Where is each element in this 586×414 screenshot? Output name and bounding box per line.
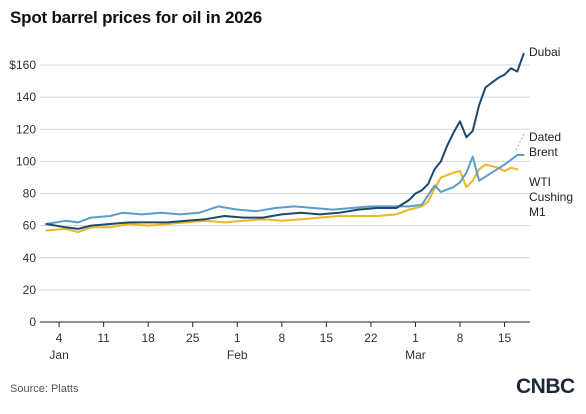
label-leader-line <box>515 133 525 151</box>
x-axis: 4 Jan 11 18 25 1 Feb 8 15 22 1 Mar 8 15 <box>40 321 530 362</box>
x-month-label: Mar <box>405 348 426 362</box>
y-tick-label: 140 <box>16 90 36 104</box>
x-tick-label: 1 <box>412 331 419 345</box>
x-tick-label: 25 <box>186 331 200 345</box>
x-tick-label: 11 <box>97 331 110 345</box>
series-label: M1 <box>529 205 546 219</box>
chart-title: Spot barrel prices for oil in 2026 <box>10 8 263 27</box>
x-tick-label: 22 <box>364 331 378 345</box>
x-tick-label: 18 <box>142 331 156 345</box>
x-tick-label: 4 <box>56 331 63 345</box>
x-tick-label: 1 <box>234 331 241 345</box>
x-month-label: Jan <box>49 348 68 362</box>
x-tick-label: 15 <box>320 331 334 345</box>
y-tick-label: 60 <box>23 219 37 233</box>
cnbc-logo: CNBC <box>516 375 575 398</box>
gridlines <box>40 64 530 291</box>
y-tick-label: 40 <box>23 251 37 265</box>
x-tick-label: 8 <box>457 331 464 345</box>
y-tick-label: 0 <box>29 315 36 329</box>
series-line-dubai <box>45 52 525 230</box>
series-line-wti-cushing-m1 <box>45 163 519 234</box>
series-lines <box>45 52 525 234</box>
y-tick-label: 100 <box>16 154 36 168</box>
y-tick-label: 120 <box>16 122 36 136</box>
series-label: WTI <box>529 175 551 189</box>
series-line-dated-brent <box>45 154 525 225</box>
source-note: Source: Platts <box>10 383 79 395</box>
x-tick-label: 8 <box>278 331 285 345</box>
series-label: Cushing <box>529 190 573 204</box>
x-month-label: Feb <box>227 348 248 362</box>
series-label: Dated <box>529 130 561 144</box>
y-tick-label: 80 <box>23 187 37 201</box>
x-tick-label: 15 <box>498 331 512 345</box>
y-tick-label: 20 <box>23 283 37 297</box>
series-label: Brent <box>529 145 558 159</box>
y-tick-labels: 0 20 40 60 80 100 120 140 $160 <box>9 58 36 329</box>
series-label: Dubai <box>529 45 560 59</box>
y-tick-label: $160 <box>9 58 36 72</box>
